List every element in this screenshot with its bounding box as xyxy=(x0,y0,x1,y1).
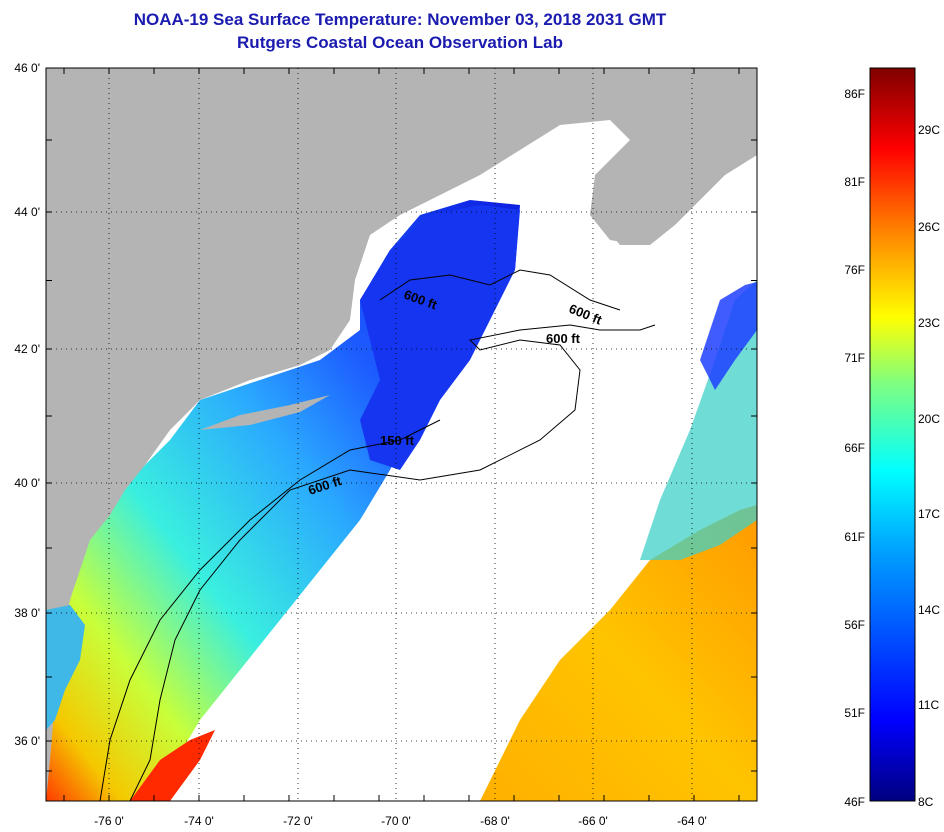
colorbar-f-label: 51F xyxy=(844,706,865,720)
colorbar-c-label: 29C xyxy=(918,123,940,137)
colorbar-c-label: 23C xyxy=(918,316,940,330)
colorbar-f-labels: 86F 81F 76F 71F 66F 61F 56F 51F 46F xyxy=(844,87,865,809)
contour-150ft xyxy=(99,419,441,801)
colorbar-c-label: 8C xyxy=(918,795,934,809)
chesapeake-bay xyxy=(46,605,85,730)
lat-label: 46 0' xyxy=(14,61,40,75)
colorbar-c-label: 26C xyxy=(918,220,940,234)
lon-label: -70 0' xyxy=(381,814,411,828)
colorbar-f-label: 76F xyxy=(844,263,865,277)
lon-axis: -76 0' -74 0' -72 0' -70 0' -68 0' -66 0… xyxy=(94,814,707,828)
lon-label: -68 0' xyxy=(480,814,510,828)
contour-label: 600 ft xyxy=(546,331,581,346)
colorbar-f-label: 81F xyxy=(844,175,865,189)
land-us-coast xyxy=(46,68,757,801)
contour-gom xyxy=(379,269,621,311)
map-subtitle: Rutgers Coastal Ocean Observation Lab xyxy=(237,33,563,52)
colorbar-f-label: 56F xyxy=(844,618,865,632)
lat-axis: 46 0' 44 0' 42 0' 40 0' 38 0' 36 0' xyxy=(14,61,40,748)
lon-label: -72 0' xyxy=(283,814,313,828)
colorbar-c-label: 17C xyxy=(918,507,940,521)
long-island xyxy=(200,395,330,430)
warm-coastal-tongue xyxy=(130,730,215,801)
lat-label: 36 0' xyxy=(14,734,40,748)
colorbar-f-label: 71F xyxy=(844,351,865,365)
map-title: NOAA-19 Sea Surface Temperature: Novembe… xyxy=(133,10,667,29)
gulf-of-maine-water xyxy=(360,205,520,470)
lat-label: 42 0' xyxy=(14,342,40,356)
lon-label: -66 0' xyxy=(578,814,608,828)
contour-label: 150 ft xyxy=(380,433,415,448)
lon-label: -74 0' xyxy=(184,814,214,828)
colorbar-f-label: 86F xyxy=(844,87,865,101)
colorbar-c-label: 11C xyxy=(918,698,939,712)
colorbar-c-labels: 29C 26C 23C 20C 17C 14C 11C 8C xyxy=(918,123,940,809)
colorbar-f-label: 61F xyxy=(844,530,865,544)
lat-label: 44 0' xyxy=(14,205,40,219)
land-nova-scotia xyxy=(595,105,757,245)
colorbar-f-label: 46F xyxy=(844,795,865,809)
lon-label: -64 0' xyxy=(677,814,707,828)
gulf-stream-water xyxy=(480,505,757,801)
tick-marks xyxy=(46,67,757,801)
lat-label: 38 0' xyxy=(14,606,40,620)
lat-label: 40 0' xyxy=(14,476,40,490)
contour-600ft xyxy=(129,324,656,801)
colorbar-c-label: 14C xyxy=(918,603,940,617)
map-frame xyxy=(45,67,758,802)
lon-label: -76 0' xyxy=(94,814,124,828)
colorbar-gradient xyxy=(869,67,916,802)
colorbar-f-label: 66F xyxy=(844,441,865,455)
offshore-blue-streak xyxy=(700,282,757,390)
graticule xyxy=(46,68,757,801)
colorbar-c-label: 20C xyxy=(918,412,940,426)
